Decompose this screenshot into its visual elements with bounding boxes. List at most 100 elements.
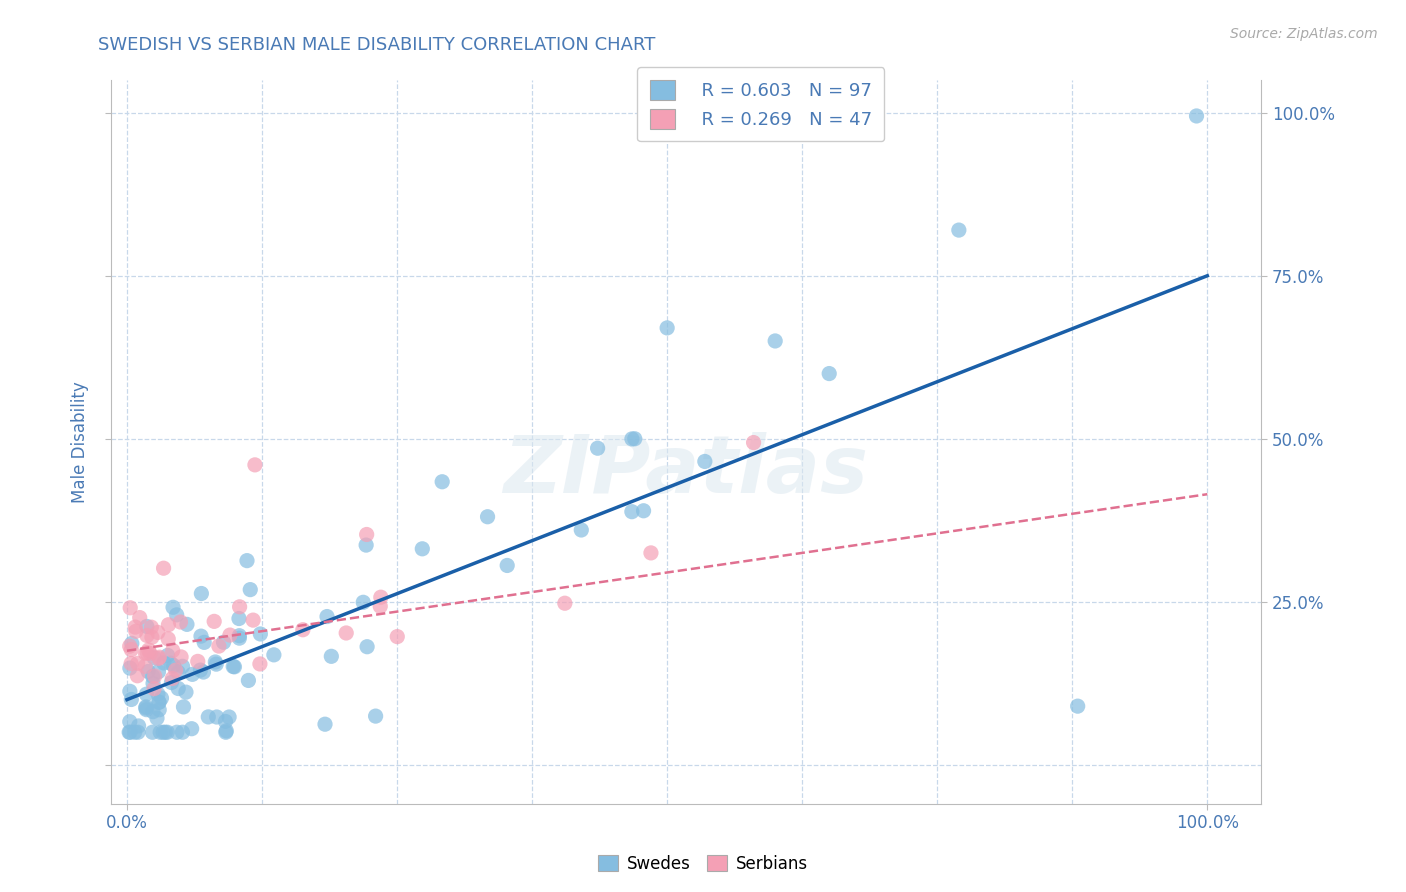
Point <box>190 663 212 677</box>
Point <box>156 648 179 663</box>
Point <box>387 630 409 644</box>
Point <box>124 725 146 739</box>
Point <box>228 599 250 614</box>
Point <box>187 654 209 668</box>
Point <box>118 639 141 653</box>
Point <box>124 620 146 634</box>
Point <box>243 458 266 472</box>
Point <box>162 643 184 657</box>
Point <box>166 607 188 622</box>
Point <box>263 648 285 662</box>
Point <box>214 714 236 729</box>
Point <box>146 711 169 725</box>
Point <box>125 624 148 639</box>
Point <box>128 610 150 624</box>
Point <box>238 673 260 688</box>
Point <box>135 647 157 661</box>
Point <box>120 692 142 706</box>
Point <box>948 223 970 237</box>
Point <box>167 681 190 696</box>
Point <box>368 599 391 614</box>
Point <box>127 657 149 671</box>
Point <box>120 657 142 671</box>
Point <box>181 667 204 681</box>
Point <box>818 367 841 381</box>
Point <box>228 631 250 645</box>
Text: SWEDISH VS SERBIAN MALE DISABILITY CORRELATION CHART: SWEDISH VS SERBIAN MALE DISABILITY CORRE… <box>98 36 655 54</box>
Point <box>1185 109 1208 123</box>
Point <box>242 613 264 627</box>
Point <box>136 665 159 679</box>
Point <box>152 561 174 575</box>
Point <box>141 620 163 634</box>
Point <box>157 617 180 632</box>
Point <box>159 657 181 671</box>
Point <box>148 651 170 665</box>
Point <box>152 725 174 739</box>
Point <box>141 630 163 644</box>
Point <box>430 475 453 489</box>
Point <box>208 639 231 653</box>
Point <box>170 649 193 664</box>
Point <box>215 723 238 738</box>
Point <box>693 454 716 468</box>
Point <box>180 722 202 736</box>
Point <box>134 659 156 673</box>
Point <box>291 623 314 637</box>
Point <box>202 615 225 629</box>
Point <box>118 725 141 739</box>
Point <box>167 665 190 680</box>
Point <box>193 665 215 679</box>
Point <box>496 558 519 573</box>
Point <box>176 617 198 632</box>
Point <box>153 656 176 670</box>
Point <box>121 636 143 650</box>
Point <box>141 725 163 739</box>
Point <box>172 700 194 714</box>
Point <box>142 669 165 683</box>
Point <box>157 632 180 646</box>
Point <box>172 659 194 673</box>
Legend: Swedes, Serbians: Swedes, Serbians <box>592 848 814 880</box>
Point <box>742 435 765 450</box>
Point <box>148 703 170 717</box>
Point <box>127 725 149 739</box>
Point <box>239 582 262 597</box>
Point <box>172 725 194 739</box>
Text: ZIPatlas: ZIPatlas <box>503 432 869 510</box>
Point <box>212 635 235 649</box>
Point <box>215 725 238 739</box>
Point <box>477 509 499 524</box>
Point <box>1066 699 1088 714</box>
Point <box>136 646 159 660</box>
Point <box>146 687 169 701</box>
Point <box>148 695 170 709</box>
Point <box>143 669 166 683</box>
Point <box>316 609 339 624</box>
Point <box>197 710 219 724</box>
Point <box>142 676 165 690</box>
Point <box>156 725 179 739</box>
Point <box>155 725 177 739</box>
Point <box>411 541 433 556</box>
Point <box>135 619 157 633</box>
Point <box>321 649 343 664</box>
Y-axis label: Male Disability: Male Disability <box>72 381 89 503</box>
Point <box>364 709 387 723</box>
Point <box>354 538 377 552</box>
Point <box>228 629 250 643</box>
Point <box>120 600 142 615</box>
Point <box>620 432 643 446</box>
Legend:   R = 0.603   N = 97,   R = 0.269   N = 47: R = 0.603 N = 97, R = 0.269 N = 47 <box>637 68 884 142</box>
Point <box>120 642 142 657</box>
Point <box>190 586 212 600</box>
Point <box>139 646 162 660</box>
Point <box>148 665 170 679</box>
Point <box>586 441 609 455</box>
Point <box>169 615 191 629</box>
Point <box>763 334 786 348</box>
Point <box>222 659 245 673</box>
Point <box>160 675 183 690</box>
Point <box>205 657 228 672</box>
Point <box>249 627 271 641</box>
